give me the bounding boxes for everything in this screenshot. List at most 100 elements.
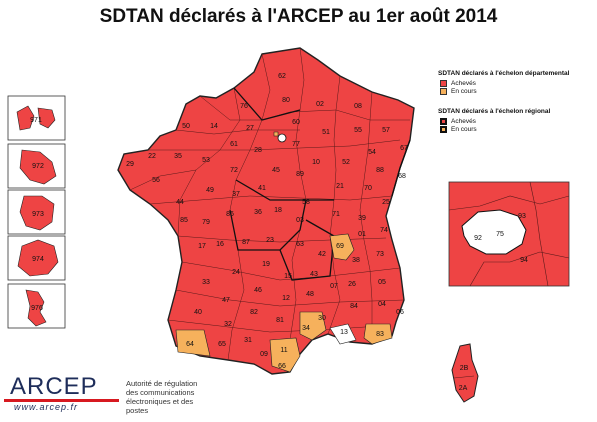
label-42: 42 [318,251,326,258]
label-53: 53 [202,157,210,164]
label-67: 67 [400,145,408,152]
label-35: 35 [174,153,182,160]
label-27: 27 [246,125,254,132]
label-81: 81 [276,317,284,324]
label-32: 32 [224,321,232,328]
label-33: 33 [202,279,210,286]
label-87: 87 [242,239,250,246]
corsica-border [453,375,475,379]
mainland-france: 62 76 80 02 08 14 50 27 60 51 55 57 67 3… [117,47,415,375]
label-50: 50 [182,123,190,130]
label-63: 63 [296,241,304,248]
label-51: 51 [322,129,330,136]
label-21: 21 [336,183,344,190]
label-80: 80 [282,97,290,104]
label-70: 70 [364,185,372,192]
paris-inset: 75 92 93 94 [448,181,570,287]
legend-label-achieved: Achevés [451,80,476,87]
label-03: 03 [296,217,304,224]
label-46: 46 [254,287,262,294]
legend-departmental-achieved: Achevés [440,80,593,87]
label-34: 34 [302,325,310,332]
label-58: 58 [302,199,310,206]
label-75: 75 [496,231,504,238]
arcep-url: www.arcep.fr [14,402,79,412]
dept-83-in-progress [363,323,393,345]
label-26: 26 [348,281,356,288]
arcep-logo-bar [4,399,119,402]
label-31: 31 [244,337,252,344]
label-88: 88 [376,167,384,174]
label-04: 04 [378,301,386,308]
label-71: 71 [332,211,340,218]
label-92: 92 [474,235,482,242]
label-54: 54 [368,149,376,156]
legend-regional-achieved: Achevés [440,118,593,125]
label-972: 972 [32,163,44,170]
label-83: 83 [376,331,384,338]
map-legend: SDTAN déclarés à l'échelon départemental… [438,70,593,134]
label-45: 45 [272,167,280,174]
dept-11-66-in-progress [269,337,301,373]
legend-swatch-regional-achieved [440,118,447,125]
arcep-logo: ARCEP www.arcep.fr Autorité de régulatio… [4,372,204,420]
inset-frame-971 [7,95,66,141]
label-05: 05 [378,279,386,286]
label-07: 07 [330,283,338,290]
label-82: 82 [250,309,258,316]
label-37: 37 [232,191,240,198]
paris-inset-borders [448,181,570,287]
paris-75-area [461,209,527,255]
corsica-outline [451,343,479,403]
legend-swatch-regional-in-progress [440,126,447,133]
region-976 [25,289,47,327]
legend-regional-in-progress: En cours [440,126,593,133]
label-19: 19 [262,261,270,268]
department-borders [129,47,410,361]
region-borders [229,87,411,281]
label-69: 69 [336,243,344,250]
label-02: 02 [316,101,324,108]
label-55: 55 [354,127,362,134]
label-74: 74 [380,227,388,234]
region-974 [17,239,59,277]
label-39: 39 [358,215,366,222]
paris-marker [277,133,287,143]
label-2B: 2B [460,365,469,372]
legend-label-regional-achieved: Achevés [451,118,476,125]
label-89: 89 [296,171,304,178]
label-11: 11 [280,347,287,354]
label-36: 36 [254,209,262,216]
label-94: 94 [520,257,528,264]
label-64: 64 [186,341,194,348]
label-2A: 2A [459,385,468,392]
label-84: 84 [350,303,358,310]
label-49: 49 [206,187,214,194]
label-47: 47 [222,297,230,304]
region-971 [16,105,56,131]
label-48: 48 [306,291,314,298]
label-12: 12 [282,295,290,302]
label-30: 30 [318,315,326,322]
legend-label-in-progress: En cours [451,88,477,95]
label-09: 09 [260,351,268,358]
label-85: 85 [180,217,188,224]
label-68: 68 [398,173,406,180]
label-79: 79 [202,219,210,226]
label-29: 29 [126,161,134,168]
legend-regional-heading: SDTAN déclarés à l'échelon régional [438,108,551,115]
dept-64-in-progress [175,329,211,357]
label-56: 56 [152,177,160,184]
label-93: 93 [518,213,526,220]
label-24: 24 [232,269,240,276]
label-15: 15 [284,273,292,280]
label-10: 10 [312,159,320,166]
legend-label-regional-in-progress: En cours [451,126,477,133]
map-title: SDTAN déclarés à l'ARCEP au 1er août 201… [99,6,498,27]
label-01: 01 [358,231,366,238]
label-08: 08 [354,103,362,110]
label-73: 73 [376,251,384,258]
label-40: 40 [194,309,202,316]
label-57: 57 [382,127,390,134]
